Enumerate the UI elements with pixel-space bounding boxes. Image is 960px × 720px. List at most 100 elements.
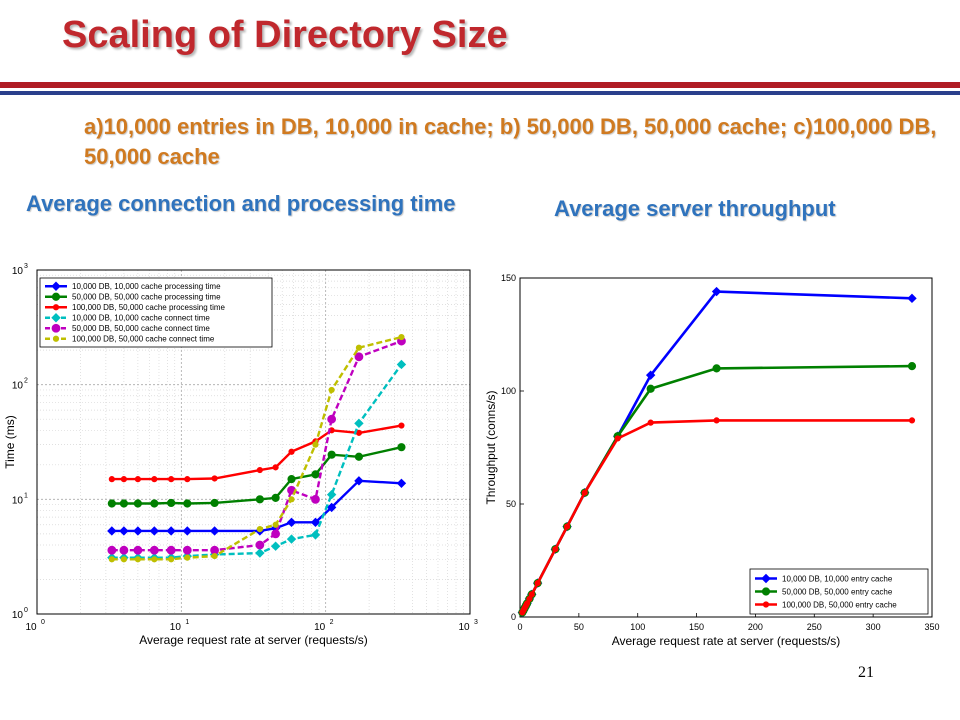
time-chart-point <box>327 450 336 459</box>
throughput-chart-plot-frame <box>519 277 933 618</box>
time-chart-point <box>256 526 263 533</box>
time-chart-point <box>119 545 129 555</box>
time-chart-xtick-exponent: 2 <box>330 619 334 626</box>
time-chart-series-1 <box>107 443 406 508</box>
throughput-chart-point <box>713 417 720 424</box>
time-chart-point <box>149 526 160 536</box>
time-chart-xtick-label: 10 <box>25 622 37 633</box>
time-chart-point <box>120 556 127 563</box>
time-chart-point <box>167 498 176 508</box>
throughput-chart-legend-entry-2: 100,000 DB, 50,000 entry cache <box>782 600 897 609</box>
time-chart-point <box>255 540 265 550</box>
time-chart-series-3 <box>107 359 407 563</box>
throughput-chart-ylabel: Throughput (conns/s) <box>484 390 498 504</box>
time-chart-point <box>151 476 158 483</box>
time-chart-point <box>397 443 406 452</box>
throughput-chart-legend: 10,000 DB, 10,000 entry cache 50,000 DB, … <box>749 568 929 615</box>
time-chart-point <box>182 526 193 536</box>
time-chart-point <box>134 556 141 563</box>
time-chart-point <box>354 452 364 461</box>
throughput-chart-xtick-label: 0 <box>517 622 522 632</box>
time-chart-point <box>108 476 115 483</box>
time-chart-ytick-exponent: 0 <box>24 607 28 614</box>
time-chart-point <box>310 517 321 528</box>
time-chart-point <box>120 476 127 483</box>
time-chart-point <box>182 545 192 555</box>
time-chart-series-4 <box>107 336 406 555</box>
time-chart-point <box>271 493 280 502</box>
throughput-chart-ytick-label: 100 <box>501 386 516 396</box>
throughput-chart-ytick-label: 0 <box>511 612 516 622</box>
time-chart-point <box>398 333 405 341</box>
throughput-chart: 0 50 100 150 200 250 300 350 0 50 100 150 Average re… <box>482 258 942 658</box>
time-chart-point <box>311 470 320 479</box>
time-chart-point <box>119 526 129 536</box>
time-chart-point <box>211 475 218 482</box>
time-chart-point <box>107 499 116 508</box>
time-chart-point <box>287 475 296 484</box>
time-chart-legend-marker-5 <box>52 335 60 342</box>
time-chart-legend: 10,000 DB, 10,000 cache processing time 5… <box>39 277 273 348</box>
throughput-chart-legend-marker-2 <box>762 601 770 608</box>
time-chart-point <box>255 548 265 558</box>
time-chart-point <box>396 478 407 489</box>
time-chart-point <box>288 496 295 503</box>
right-chart-caption: Average server throughput <box>554 196 836 221</box>
time-chart-point <box>272 464 279 471</box>
time-chart-ytick-label: 10 <box>12 495 24 506</box>
time-chart-point <box>255 495 264 504</box>
time-chart-point <box>168 556 175 563</box>
throughput-chart-point <box>563 523 571 530</box>
throughput-chart-point <box>645 370 656 380</box>
time-chart-point <box>288 448 295 455</box>
time-chart-xtick-exponent: 3 <box>474 619 478 626</box>
time-chart-point <box>151 556 158 563</box>
time-chart-point <box>327 414 337 424</box>
time-chart-point <box>354 352 364 362</box>
throughput-chart-series-0 <box>517 286 917 618</box>
time-chart-ytick-label: 10 <box>12 610 24 621</box>
time-chart-point <box>311 494 320 504</box>
time-chart-xtick-label: 10 <box>170 622 182 633</box>
throughput-chart-series-2 <box>519 417 916 616</box>
title-rule-red <box>0 82 960 88</box>
time-chart-point <box>168 476 175 483</box>
time-chart-legend-marker-3 <box>51 313 61 323</box>
throughput-chart-point <box>646 384 655 393</box>
throughput-chart-legend-entry-1: 50,000 DB, 50,000 entry cache <box>782 587 893 596</box>
time-chart-point <box>271 529 281 539</box>
throughput-chart-series-line-0 <box>521 290 913 614</box>
time-chart-point <box>272 521 279 528</box>
time-chart-series-line-4 <box>111 339 402 552</box>
time-chart-legend-marker-0 <box>51 281 61 291</box>
time-chart-legend-marker-1 <box>51 292 61 301</box>
time-chart-ytick-label: 10 <box>12 266 24 277</box>
throughput-chart-point <box>614 435 621 442</box>
throughput-chart-svg: 0 50 100 150 200 250 300 350 0 50 100 150 Average re… <box>484 273 940 648</box>
time-chart-legend-entry-4: 50,000 DB, 50,000 cache connect time <box>72 324 210 333</box>
throughput-chart-point <box>552 546 559 553</box>
time-chart-point <box>107 545 117 555</box>
throughput-chart-point <box>534 580 541 587</box>
time-chart-point <box>183 499 192 508</box>
throughput-chart-xtick-label: 350 <box>924 622 939 632</box>
time-chart-point <box>310 530 321 540</box>
time-chart-point <box>184 476 191 483</box>
throughput-chart-xtick-label: 200 <box>748 622 763 632</box>
time-chart-point <box>286 517 297 528</box>
throughput-chart-point <box>581 489 588 496</box>
time-chart-point <box>184 554 191 561</box>
time-chart-legend-entry-0: 10,000 DB, 10,000 cache processing time <box>72 282 221 291</box>
time-chart-legend-marker-2 <box>52 304 60 311</box>
time-chart-point <box>355 344 363 351</box>
throughput-chart-point <box>907 293 917 304</box>
time-chart-series-2 <box>108 422 405 483</box>
time-chart-ytick-exponent: 1 <box>24 492 28 499</box>
time-chart: 10 0 10 1 10 2 10 3 10 0 10 1 10 2 10 3 Average request … <box>0 258 480 658</box>
time-chart-point <box>150 499 159 508</box>
time-chart-plot-frame <box>36 269 471 615</box>
time-chart-point <box>209 526 220 536</box>
time-chart-point <box>286 534 297 544</box>
